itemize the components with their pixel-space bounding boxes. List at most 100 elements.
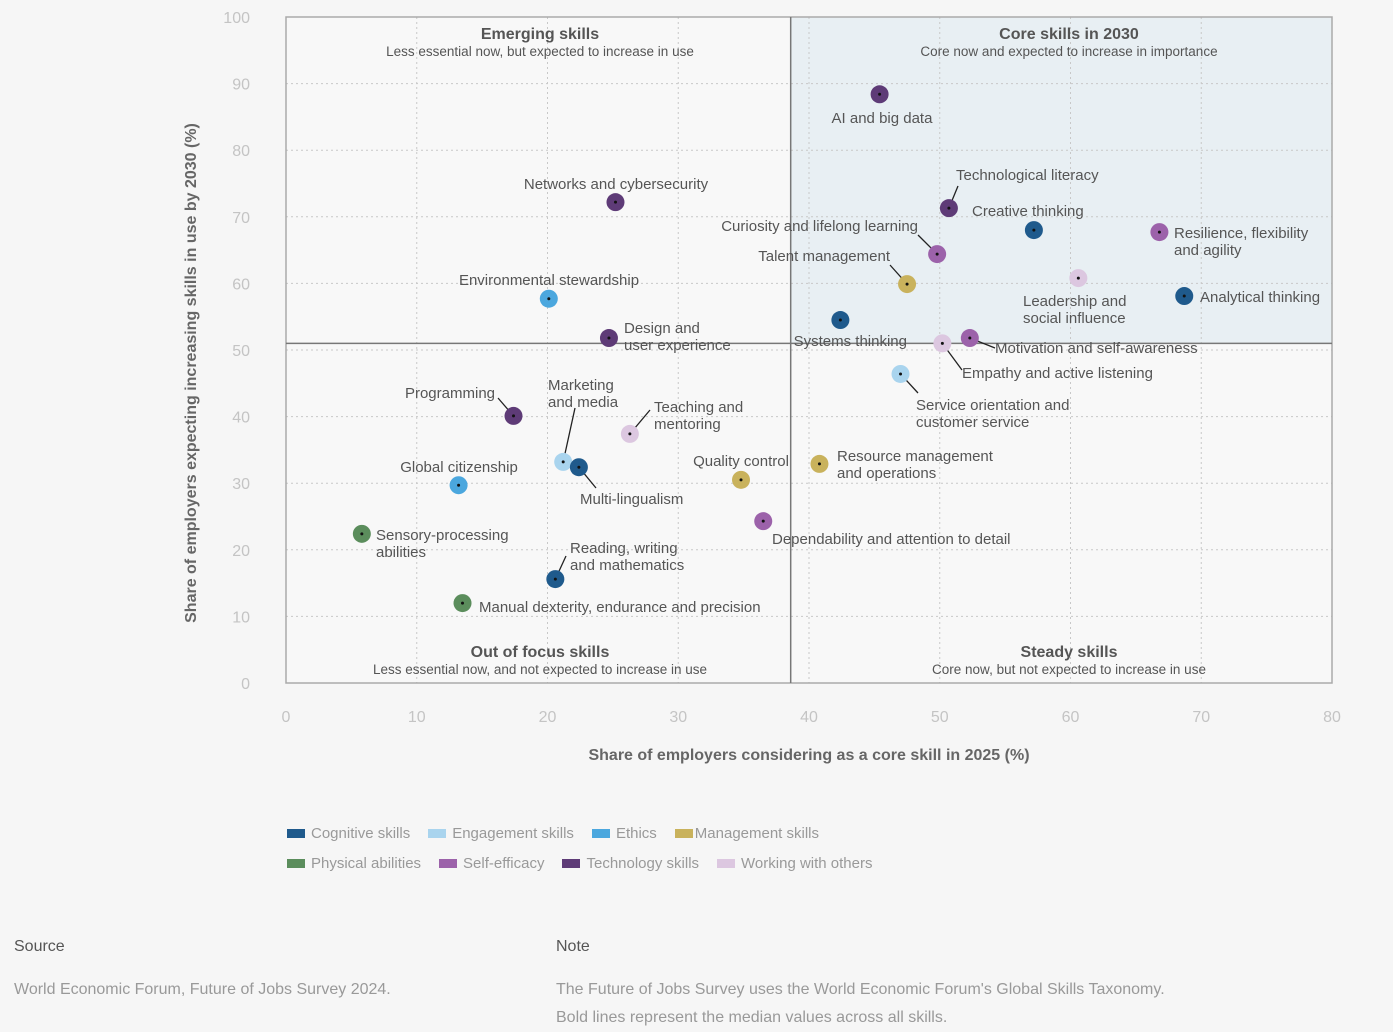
legend-label: Physical abilities: [311, 854, 422, 872]
y-tick-label: 20: [232, 543, 250, 560]
point-label-line: social influence: [1023, 310, 1126, 327]
legend-item-technology: Technology skills: [562, 855, 699, 872]
x-tick-label: 60: [1062, 709, 1080, 726]
point-label-line: Talent management: [758, 248, 891, 265]
quadrant-subtitle: Core now, but not expected to increase i…: [932, 662, 1206, 677]
x-tick-label-line: 40: [800, 709, 818, 726]
y-tick-label-line: 90: [232, 77, 250, 94]
y-axis-title: Share of employers expecting increasing …: [183, 123, 200, 623]
legend-swatch: [287, 828, 305, 838]
quadrant-title-line: Emerging skills: [481, 26, 599, 43]
point-label-line: Networks and cybersecurity: [524, 176, 709, 193]
point-label-line: Creative thinking: [972, 203, 1084, 220]
y-tick-label: 80: [232, 143, 250, 160]
point-label-line: Teaching and: [654, 399, 743, 416]
point-label: Curiosity and lifelong learning: [721, 218, 918, 235]
x-tick-label-line: 0: [282, 709, 291, 726]
y-tick-label-line: 30: [232, 476, 250, 493]
y-tick-label-line: 60: [232, 276, 250, 293]
point-label-line: Programming: [405, 385, 495, 402]
quadrant-subtitle-line: Core now, but not expected to increase i…: [932, 662, 1206, 677]
point-label-line: and mathematics: [570, 557, 684, 574]
legend-item-management: Management skills: [674, 824, 820, 842]
y-tick-label: 0: [241, 676, 250, 693]
point-label-line: Motivation and self-awareness: [995, 340, 1198, 357]
point-label-line: Empathy and active listening: [962, 365, 1153, 382]
point-label: Motivation and self-awareness: [995, 340, 1198, 357]
point-label: Resource management and operations: [837, 448, 994, 482]
y-tick-label: 60: [232, 276, 250, 293]
x-tick-label: 40: [800, 709, 818, 726]
legend-label: Working with others: [741, 854, 873, 872]
point-label-line: Environmental stewardship: [459, 272, 639, 289]
y-tick-label: 100: [223, 10, 250, 27]
source-heading: Source: [14, 938, 65, 955]
legend-swatch: [562, 858, 581, 868]
data-point-center: [561, 460, 565, 464]
quadrant-title: Steady skills: [1021, 644, 1118, 661]
y-tick-label-line: 20: [232, 543, 250, 560]
point-label: Technological literacy: [956, 167, 1099, 184]
x-tick-label-line: 50: [931, 709, 949, 726]
point-label-line: Design and: [624, 320, 700, 337]
point-label: Analytical thinking: [1200, 289, 1320, 306]
data-point-center: [547, 297, 551, 301]
quadrant-subtitle-line: Core now and expected to increase in imp…: [920, 44, 1217, 59]
core-quadrant-shade: [790, 17, 1332, 344]
point-label: Networks and cybersecurity: [524, 176, 709, 193]
point-label: Reading, writing and mathematics: [570, 540, 684, 574]
point-label: Multi-lingualism: [580, 491, 683, 508]
point-label: Sensory-processing abilities: [376, 527, 509, 561]
x-tick-label: 50: [931, 709, 949, 726]
point-label-line: user experience: [624, 337, 731, 354]
data-point-center: [935, 252, 939, 256]
y-tick-label-line: 10: [232, 609, 250, 626]
data-point-center: [553, 577, 557, 581]
point-label-line: and operations: [837, 465, 936, 482]
point-label-line: Sensory-processing: [376, 527, 509, 544]
quadrant-title: Core skills in 2030: [999, 26, 1139, 43]
y-tick-label-line: 70: [232, 210, 250, 227]
point-label: Global citizenship: [400, 459, 518, 476]
x-tick-label-line: 60: [1062, 709, 1080, 726]
legend: Cognitive skills Engagement skills Ethic…: [287, 818, 891, 878]
point-label: Design and user experience: [624, 320, 731, 354]
legend-swatch: [439, 858, 458, 868]
skills-scatter-chart: 0 10 20 30 40 50 60 70 80 0 10 20 30 40 50 60 70 80 90 100 S…: [183, 10, 1341, 764]
data-point-center: [512, 414, 516, 418]
x-tick-label-line: 70: [1192, 709, 1210, 726]
point-label-line: Systems thinking: [794, 333, 907, 350]
point-label: Dependability and attention to detail: [772, 531, 1011, 548]
point-label-line: Global citizenship: [400, 459, 518, 476]
data-point-center: [1076, 276, 1080, 280]
quadrant-title: Emerging skills: [481, 26, 599, 43]
legend-item-self-efficacy: Self-efficacy: [439, 855, 544, 872]
y-tick-label-line: 50: [232, 343, 250, 360]
point-label-line: Multi-lingualism: [580, 491, 683, 508]
legend-item-engagement: Engagement skills: [428, 825, 574, 842]
legend-item-cognitive: Cognitive skills: [287, 825, 410, 842]
legend-row: Physical abilities Self-efficacy Technol…: [287, 848, 891, 878]
quadrant-subtitle-line: Less essential now, and not expected to …: [373, 662, 707, 677]
note-heading: Note: [556, 938, 590, 955]
legend-swatch: [591, 828, 610, 838]
data-point-center: [360, 532, 364, 536]
y-tick-label: 10: [232, 609, 250, 626]
quadrant-subtitle: Less essential now, but expected to incr…: [386, 44, 694, 59]
note-block: Note The Future of Jobs Survey uses the …: [556, 938, 1165, 1032]
data-point-center: [607, 336, 611, 340]
y-axis-title-line: Share of employers expecting increasing …: [183, 123, 200, 623]
legend-swatch: [287, 858, 305, 868]
data-point-center: [940, 341, 944, 345]
x-tick-label: 20: [539, 709, 557, 726]
legend-label: Management skills: [694, 824, 820, 842]
x-tick-label-line: 20: [539, 709, 557, 726]
point-label-line: and agility: [1174, 242, 1242, 259]
quadrant-title-line: Steady skills: [1021, 644, 1118, 661]
data-point-center: [838, 318, 842, 322]
point-label-line: Leadership and: [1023, 293, 1126, 310]
point-label-line: Resilience, flexibility: [1174, 225, 1309, 242]
point-label: Talent management: [758, 248, 891, 265]
x-axis-title-line: Share of employers considering as a core…: [588, 747, 1029, 764]
point-label-line: Manual dexterity, endurance and precisio…: [479, 599, 761, 616]
